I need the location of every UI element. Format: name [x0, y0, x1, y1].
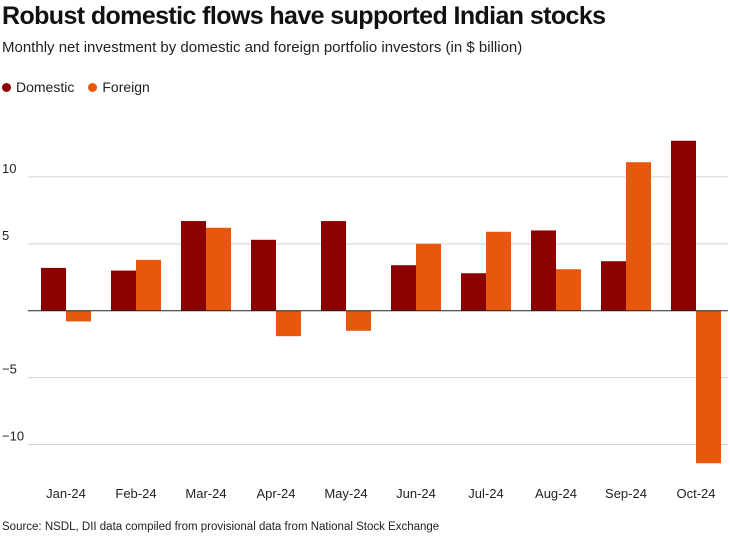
x-tick-labels: Jan-24 Feb-24 Mar-24 Apr-24 May-24 Jun-24 Jul-… [46, 486, 715, 501]
legend-swatch-foreign [88, 82, 98, 92]
bar-foreign [136, 259, 161, 311]
y-tick-label: −10 [2, 429, 24, 444]
bar-foreign [486, 231, 511, 311]
x-tick-label: May-24 [324, 486, 367, 501]
bar-domestic [391, 265, 416, 311]
bar-domestic [41, 267, 66, 311]
legend-item-domestic: Domestic [2, 79, 74, 95]
bar-domestic [461, 273, 486, 311]
bar-domestic [111, 270, 136, 311]
legend-swatch-domestic [2, 82, 11, 92]
x-tick-label: Mar-24 [185, 486, 226, 501]
source-note: Source: NSDL, DII data compiled from pro… [2, 521, 440, 533]
bar-domestic [601, 261, 626, 311]
bar-foreign [66, 310, 91, 322]
chart-legend: Domestic Foreign [2, 79, 164, 95]
x-tick-label: Feb-24 [115, 486, 156, 501]
x-tick-label: Aug-24 [535, 486, 577, 501]
bars [41, 140, 721, 464]
bar-domestic [181, 221, 206, 311]
legend-label-foreign: Foreign [102, 79, 150, 95]
y-tick-labels: −10 −5 5 10 [2, 161, 24, 444]
bar-foreign [346, 310, 371, 331]
bar-foreign [696, 310, 721, 464]
legend-item-foreign: Foreign [88, 79, 150, 95]
bar-foreign [556, 269, 581, 311]
y-tick-label: −5 [2, 362, 17, 377]
x-tick-label: Apr-24 [256, 486, 295, 501]
bar-domestic [321, 221, 346, 311]
x-tick-label: Jul-24 [468, 486, 503, 501]
bar-foreign [276, 310, 301, 337]
bar-domestic [251, 239, 276, 311]
bar-foreign [206, 227, 231, 311]
x-tick-label: Sep-24 [605, 486, 647, 501]
x-tick-label: Oct-24 [676, 486, 715, 501]
chart-subtitle: Monthly net investment by domestic and f… [2, 39, 523, 56]
y-tick-label: 10 [2, 161, 16, 176]
x-tick-label: Jan-24 [46, 486, 86, 501]
bar-foreign [416, 243, 441, 311]
bar-domestic [671, 140, 696, 311]
y-tick-label: 5 [2, 228, 9, 243]
chart-title: Robust domestic flows have supported Ind… [2, 2, 606, 30]
bar-domestic [531, 230, 556, 311]
bar-foreign [626, 162, 651, 311]
grid-lines [28, 176, 728, 446]
legend-label-domestic: Domestic [16, 79, 75, 95]
x-tick-label: Jun-24 [396, 486, 436, 501]
